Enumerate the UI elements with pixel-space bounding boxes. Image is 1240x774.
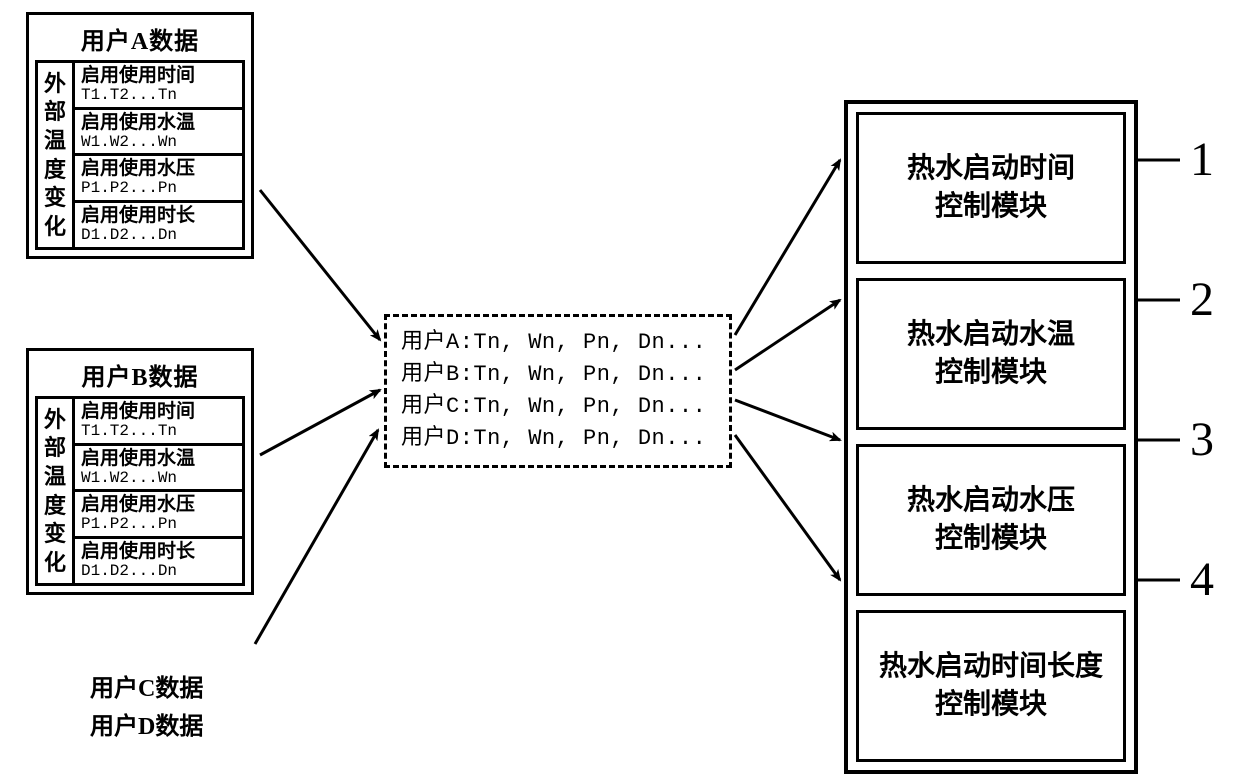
module-2-temp: 热水启动水温 控制模块 [856,278,1126,430]
module-4-duration: 热水启动时间长度 控制模块 [856,610,1126,762]
module-1-time: 热水启动时间 控制模块 [856,112,1126,264]
arrow-extra-to-mid [255,430,378,644]
user-c-label: 用户C数据 [90,668,203,703]
module-4-label: 热水启动时间长度 控制模块 [879,648,1103,724]
user-b-card: 用户B数据 外 部 温 度 变 化 启用使用时间 T1.T2...Tn 启用使用… [26,348,254,595]
user-a-row-time: 启用使用时间 T1.T2...Tn [75,63,242,110]
user-a-row-pressure: 启用使用水压 P1.P2...Pn [75,156,242,203]
module-1-label: 热水启动时间 控制模块 [907,150,1075,226]
callout-1: 1 [1190,132,1214,187]
user-a-row-duration: 启用使用时长 D1.D2...Dn [75,203,242,247]
aggregate-line-d: 用户D:Tn, Wn, Pn, Dn... [401,423,715,455]
user-a-rows: 启用使用时间 T1.T2...Tn 启用使用水温 W1.W2...Wn 启用使用… [75,63,242,247]
callout-4: 4 [1190,552,1214,607]
arrow-B-to-mid [260,390,380,455]
user-b-row-temp: 启用使用水温 W1.W2...Wn [75,446,242,493]
user-b-grid: 外 部 温 度 变 化 启用使用时间 T1.T2...Tn 启用使用水温 W1.… [35,396,245,586]
module-3-pressure: 热水启动水压 控制模块 [856,444,1126,596]
aggregate-line-a: 用户A:Tn, Wn, Pn, Dn... [401,327,715,359]
arrow-A-to-mid [260,190,380,340]
modules-container: 热水启动时间 控制模块 热水启动水温 控制模块 热水启动水压 控制模块 热水启动… [844,100,1138,774]
aggregate-line-b: 用户B:Tn, Wn, Pn, Dn... [401,359,715,391]
user-a-row-temp: 启用使用水温 W1.W2...Wn [75,110,242,157]
callout-lines [1138,160,1180,580]
user-b-rows: 启用使用时间 T1.T2...Tn 启用使用水温 W1.W2...Wn 启用使用… [75,399,242,583]
user-b-row-time: 启用使用时间 T1.T2...Tn [75,399,242,446]
diagram-stage: 用户A数据 外 部 温 度 变 化 启用使用时间 T1.T2...Tn 启用使用… [0,0,1240,751]
user-b-row-pressure: 启用使用水压 P1.P2...Pn [75,492,242,539]
module-3-label: 热水启动水压 控制模块 [907,482,1075,558]
arrows-left-to-mid [255,190,380,644]
user-a-card: 用户A数据 外 部 温 度 变 化 启用使用时间 T1.T2...Tn 启用使用… [26,12,254,259]
user-d-label: 用户D数据 [90,706,203,741]
user-b-left-label: 外 部 温 度 变 化 [38,399,75,583]
arrow-mid-to-mod3 [735,400,840,440]
user-b-title: 用户B数据 [35,355,245,396]
user-a-grid: 外 部 温 度 变 化 启用使用时间 T1.T2...Tn 启用使用水温 W1.… [35,60,245,250]
aggregate-box: 用户A:Tn, Wn, Pn, Dn... 用户B:Tn, Wn, Pn, Dn… [384,314,732,468]
user-a-left-label: 外 部 温 度 变 化 [38,63,75,247]
module-2-label: 热水启动水温 控制模块 [907,316,1075,392]
callout-2: 2 [1190,272,1214,327]
arrow-mid-to-mod4 [735,435,840,580]
arrows-mid-to-modules [735,160,840,580]
user-b-row-duration: 启用使用时长 D1.D2...Dn [75,539,242,583]
user-a-title: 用户A数据 [35,19,245,60]
callout-3: 3 [1190,412,1214,467]
aggregate-line-c: 用户C:Tn, Wn, Pn, Dn... [401,391,715,423]
